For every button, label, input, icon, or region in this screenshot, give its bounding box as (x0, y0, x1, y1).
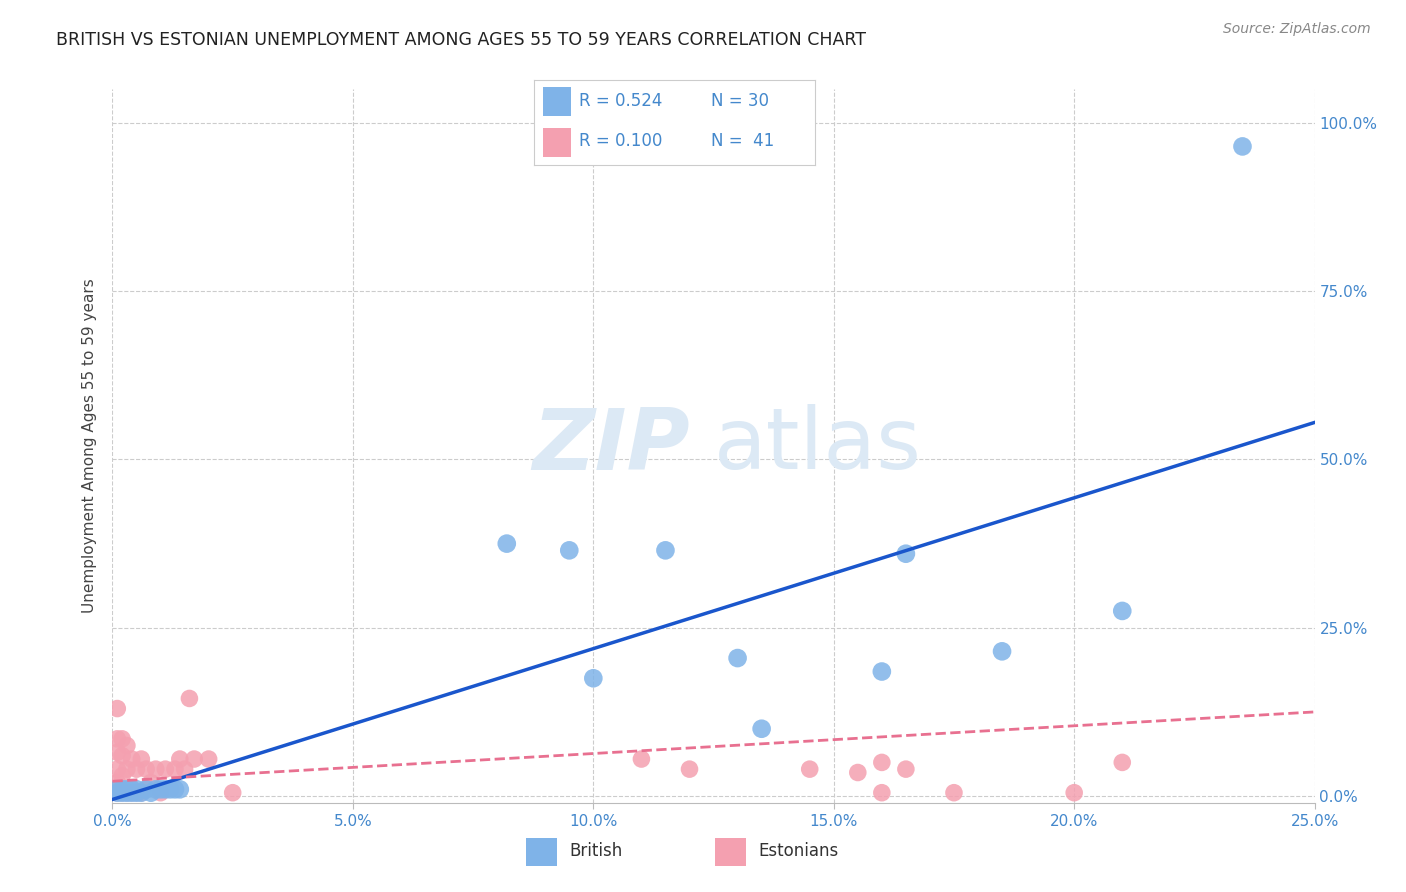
Point (179, 691, 201, 706)
Point (149, 786, 172, 800)
Point (169, 752, 191, 766)
Point (125, 786, 148, 800)
Point (894, 762, 917, 776)
Point (991, 644, 1014, 658)
Point (105, 786, 128, 800)
Text: British: British (569, 842, 623, 860)
Point (870, 665, 893, 679)
Point (131, 786, 153, 800)
FancyBboxPatch shape (543, 128, 571, 157)
Point (135, 782, 157, 797)
Point (125, 786, 148, 800)
Point (870, 756, 893, 770)
Point (558, 543, 581, 558)
Text: R = 0.524: R = 0.524 (579, 93, 662, 111)
Point (145, 782, 167, 797)
Point (173, 762, 195, 776)
Point (115, 786, 138, 800)
Point (111, 786, 134, 800)
Text: BRITISH VS ESTONIAN UNEMPLOYMENT AMONG AGES 55 TO 59 YEARS CORRELATION CHART: BRITISH VS ESTONIAN UNEMPLOYMENT AMONG A… (56, 31, 866, 49)
Point (155, 762, 177, 776)
Y-axis label: Unemployment Among Ages 55 to 59 years: Unemployment Among Ages 55 to 59 years (82, 278, 97, 614)
Point (121, 752, 143, 766)
Text: N = 30: N = 30 (711, 93, 769, 111)
Point (1111, 756, 1133, 770)
Point (105, 782, 128, 797)
Point (654, 543, 676, 558)
Point (115, 786, 138, 800)
Text: ZIP: ZIP (531, 404, 689, 488)
FancyBboxPatch shape (526, 838, 557, 866)
Point (1111, 604, 1133, 618)
Text: Source: ZipAtlas.com: Source: ZipAtlas.com (1223, 22, 1371, 37)
Point (169, 782, 191, 797)
Point (799, 762, 821, 776)
Point (135, 762, 157, 776)
Point (145, 762, 167, 776)
Text: R = 0.100: R = 0.100 (579, 132, 662, 150)
Point (139, 786, 162, 800)
Point (751, 722, 773, 736)
Point (163, 782, 186, 797)
Point (942, 786, 965, 800)
Point (159, 782, 181, 797)
Point (121, 786, 143, 800)
Point (105, 745, 128, 759)
FancyBboxPatch shape (543, 87, 571, 116)
Point (115, 739, 138, 753)
Point (111, 731, 134, 746)
Point (111, 782, 134, 797)
Point (105, 775, 128, 789)
Point (115, 762, 138, 776)
Text: atlas: atlas (713, 404, 921, 488)
Point (894, 547, 917, 561)
Point (163, 762, 186, 776)
Point (105, 701, 128, 715)
FancyBboxPatch shape (714, 838, 747, 866)
Text: Estonians: Estonians (758, 842, 838, 860)
Point (1232, 139, 1254, 153)
Point (197, 752, 219, 766)
Point (125, 762, 148, 776)
Point (131, 786, 153, 800)
Point (121, 786, 143, 800)
Point (678, 762, 700, 776)
Point (846, 765, 869, 780)
Point (155, 782, 177, 797)
Point (105, 731, 128, 746)
Point (111, 786, 134, 800)
Point (115, 782, 138, 797)
Point (105, 762, 128, 776)
Point (582, 671, 605, 685)
Point (222, 786, 245, 800)
Point (121, 782, 143, 797)
Point (495, 536, 517, 550)
Point (727, 651, 749, 665)
Point (1063, 786, 1085, 800)
Point (139, 775, 162, 789)
Point (111, 748, 134, 763)
Point (105, 786, 128, 800)
Point (870, 786, 893, 800)
Text: N =  41: N = 41 (711, 132, 775, 150)
Point (111, 769, 134, 783)
Point (125, 782, 148, 797)
Point (131, 752, 153, 766)
Point (183, 752, 205, 766)
Point (149, 782, 172, 797)
Point (630, 752, 652, 766)
